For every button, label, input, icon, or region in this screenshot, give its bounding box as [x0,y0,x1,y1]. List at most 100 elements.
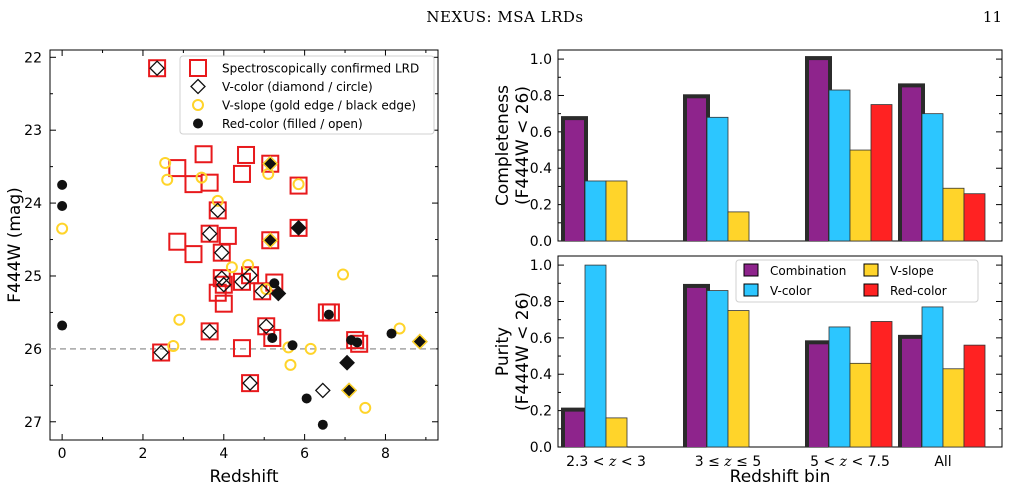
scatter-point [152,343,171,362]
bar-legend: Combination V-color V-slope Red-color [735,259,979,303]
scatter-point [257,317,276,336]
x-tick-label: 6 [300,446,309,462]
bar-combination [565,120,584,241]
legend-swatch [863,263,879,277]
scatter-point [168,159,187,178]
bar-v-slope [942,368,965,448]
y-tick-label: 26 [24,342,42,358]
bar-v-slope [727,211,750,242]
completeness-panel: 0.0 0.2 0.4 0.6 0.8 1.0 Completeness(F444W < 2… [493,49,1003,250]
bar-v-slope [727,310,750,448]
scatter-point [262,155,279,172]
y-axis-label: Completeness(F444W < 26) [493,85,533,206]
scatter-point [209,202,226,219]
y-tick-label: 24 [24,196,42,212]
bar-v-color [828,89,851,242]
scatter-series-filled-circle [57,179,397,430]
scatter-point [341,382,358,399]
scatter-point [184,175,203,194]
y-tick-label: 0.4 [530,161,552,177]
y-tick-label: 0.6 [530,125,552,141]
scatter-point [201,225,218,242]
legend-swatch [743,283,759,297]
scatter-point [57,201,68,211]
running-title: NEXUS: MSA LRDs [426,8,584,26]
y-tick-label: 27 [24,415,42,431]
scatter-point [304,342,317,355]
legend-marker [193,118,203,129]
scatter-point [232,164,251,183]
scatter-point [241,374,260,393]
scatter-point [201,323,218,340]
y-tick-label: 1.0 [530,258,552,274]
scatter-point [269,278,280,289]
scatter-point [208,201,227,220]
x-axis-label: Redshift [209,467,278,487]
scatter-point [211,194,224,207]
page-number: 11 [982,8,1002,26]
scatter-point [213,270,230,287]
y-tick-label: 0.0 [530,440,552,456]
scatter-point [352,337,363,348]
bar-v-color [584,264,607,448]
scatter-point [323,309,334,320]
legend-label: Red-color (filled / open) [222,117,363,131]
scatter-point [168,232,187,251]
scatter-point [194,145,213,164]
scatter-point [254,283,271,300]
y-tick-label: 1.0 [530,52,552,68]
y-axis-label: Purity(F444W < 26) [493,292,533,411]
scatter-point [200,224,219,243]
y-tick-label: 0.2 [530,404,552,420]
scatter-point [262,167,275,180]
scatter-point [317,419,328,430]
legend-marker [189,59,207,77]
scatter-point [287,340,298,351]
y-tick-label: 25 [24,269,42,285]
bar-red-color [963,344,986,448]
scatter-point [258,318,275,335]
bar-red-color [870,104,893,242]
bar-v-slope [605,417,628,448]
scatter-point [225,261,238,274]
scatter-point [218,226,237,245]
page-header: NEXUS: MSA LRDs 11 [0,0,1010,40]
bar-v-color [706,290,729,448]
y-tick-label: 22 [24,50,42,66]
scatter-point [214,275,233,294]
scatter-point [213,244,230,261]
legend-swatch [743,263,759,277]
x-axis-label: Redshift bin [730,467,831,487]
bar-frame [557,255,1003,448]
y-axis-label: F444W (mag) [5,187,25,302]
y-tick-label: 0.4 [530,367,552,383]
scatter-point [200,322,219,341]
scatter-point [284,358,297,371]
bar-red-color [963,193,986,242]
scatter-point [56,222,69,235]
bar-red-color [870,321,893,448]
legend-box [179,55,435,135]
legend-label: V-slope [890,264,934,278]
bar-v-color [921,306,944,448]
scatter-point [173,313,186,326]
scatter-point [159,156,172,169]
y-tick-label: 0.0 [530,234,552,250]
scatter-point [167,339,180,352]
scatter-point [242,375,258,392]
scatter-point [232,339,251,358]
y-tick-label: 0.6 [530,331,552,347]
legend-marker [190,78,206,95]
bar-combination [565,411,584,447]
bar-combination [809,344,828,447]
scatter-point-gold-edge [262,232,279,249]
legend-marker [192,99,204,111]
scatter-point [263,328,282,347]
legend-label: Red-color [890,284,947,298]
scatter-point [212,269,231,288]
legend-label: V-color (diamond / circle) [222,80,373,94]
x-tick-label: 3 ≤ z ≤ 5 [695,454,761,470]
bar-combination [902,87,921,241]
